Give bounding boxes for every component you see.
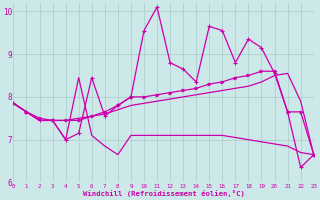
- X-axis label: Windchill (Refroidissement éolien,°C): Windchill (Refroidissement éolien,°C): [83, 190, 244, 197]
